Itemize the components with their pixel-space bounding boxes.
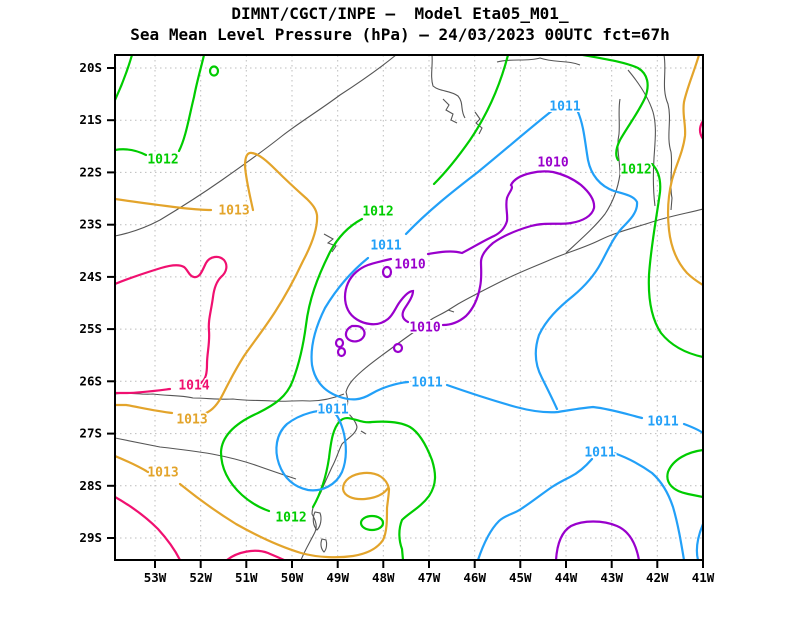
x-tick-label: 42W: [646, 570, 669, 585]
isobar-1011: [612, 451, 686, 560]
x-tick-label: 44W: [555, 570, 578, 585]
isobar-label-1011: 1011: [584, 446, 615, 461]
isobar-1013: [178, 471, 391, 559]
isobar-1010: [344, 324, 366, 343]
chart-title: DIMNT/CGCT/INPE – Model Eta05_M01_: [231, 4, 569, 23]
isobar-1012: [432, 55, 510, 186]
isobar-1013: [666, 55, 703, 287]
isobar-label-1012: 1012: [147, 153, 178, 168]
x-tick-label: 49W: [326, 570, 349, 585]
chart-subtitle: Sea Mean Level Pressure (hPa) – 24/03/20…: [130, 25, 670, 44]
isobar-1014: [115, 495, 182, 560]
y-tick-label: 21S: [79, 112, 102, 127]
y-tick-label: 24S: [79, 269, 102, 284]
y-tick-label: 27S: [79, 426, 102, 441]
isobar-1014: [225, 549, 286, 560]
isobar-1010: [392, 342, 404, 354]
isobar-1013: [115, 454, 150, 474]
isobar-1012: [311, 416, 437, 560]
y-tick-label: 26S: [79, 373, 102, 388]
isobar-1014: [115, 255, 228, 385]
isobar-1010: [554, 520, 641, 560]
y-tick-label: 28S: [79, 478, 102, 493]
isobar-1012: [115, 148, 148, 157]
isobar-label-1011: 1011: [411, 376, 442, 391]
x-tick-label: 43W: [600, 570, 623, 585]
isobar-label-1010: 1010: [537, 156, 568, 171]
isobar-1012: [115, 55, 134, 102]
isobar-value-labels: 1012 1013 1012 1011 1010 1010 1011 1012 1010 1014…: [146, 98, 680, 527]
isobar-1012: [666, 448, 703, 499]
isobar-1012: [647, 162, 703, 359]
grid-lines: [115, 55, 704, 560]
x-tick-label: 41W: [692, 570, 715, 585]
x-tick-label: 52W: [189, 570, 212, 585]
isobar-label-1011: 1011: [317, 403, 348, 418]
isobar-label-1013: 1013: [176, 413, 207, 428]
isobar-label-1011: 1011: [370, 239, 401, 254]
y-tick-label: 29S: [79, 530, 102, 545]
axis-ticks: [107, 67, 704, 568]
x-tick-label: 46W: [463, 570, 486, 585]
x-tick-label: 50W: [281, 570, 304, 585]
isobar-1011: [404, 108, 555, 236]
x-tick-label: 47W: [418, 570, 441, 585]
isobar-1012: [581, 55, 649, 162]
isobar-1010: [381, 265, 393, 279]
isobar-1012: [219, 217, 364, 513]
isobar-1010: [426, 170, 596, 327]
x-tick-label: 48W: [372, 570, 395, 585]
x-tick-label: 53W: [144, 570, 167, 585]
isobar-1013: [115, 403, 174, 415]
isobar-1012: [208, 65, 220, 77]
isobar-label-1010: 1010: [409, 321, 440, 336]
y-tick-label: 23S: [79, 217, 102, 232]
isobar-label-1013: 1013: [218, 204, 249, 219]
isobar-label-1012: 1012: [362, 205, 393, 220]
isobar-1010: [334, 337, 347, 358]
isobar-1011: [275, 409, 347, 492]
isobar-1011: [310, 256, 410, 401]
isobar-1012: [359, 514, 385, 532]
coastline-borders: [115, 55, 703, 560]
isobar-1011: [476, 457, 594, 560]
axis-tick-labels: 20S 21S 22S 23S 24S 25S 26S 27S 28S 29S 53W 52W 51W 5…: [79, 60, 714, 585]
x-tick-label: 51W: [235, 570, 258, 585]
isobar-1012: [177, 55, 206, 153]
isobar-1014: [115, 387, 172, 395]
y-tick-label: 22S: [79, 164, 102, 179]
isobar-label-1013: 1013: [147, 466, 178, 481]
isobar-label-1011: 1011: [647, 415, 678, 430]
isobar-contours: [115, 55, 703, 560]
isobar-label-1012: 1012: [620, 163, 651, 178]
isobar-label-1014: 1014: [178, 379, 209, 394]
isobar-label-1012: 1012: [275, 511, 306, 526]
x-tick-label: 45W: [509, 570, 532, 585]
isobar-1013: [204, 151, 319, 415]
y-tick-label: 25S: [79, 321, 102, 336]
isobar-1013: [115, 197, 213, 212]
isobar-1011: [682, 422, 703, 435]
isobar-1011: [445, 383, 644, 420]
isobar-label-1010: 1010: [394, 258, 425, 273]
isobar-1010: [343, 257, 415, 326]
y-tick-label: 20S: [79, 60, 102, 75]
isobar-1011: [534, 110, 639, 411]
plot-border: [114, 54, 704, 561]
isobar-1011: [695, 522, 703, 560]
isobar-label-1011: 1011: [549, 100, 580, 115]
